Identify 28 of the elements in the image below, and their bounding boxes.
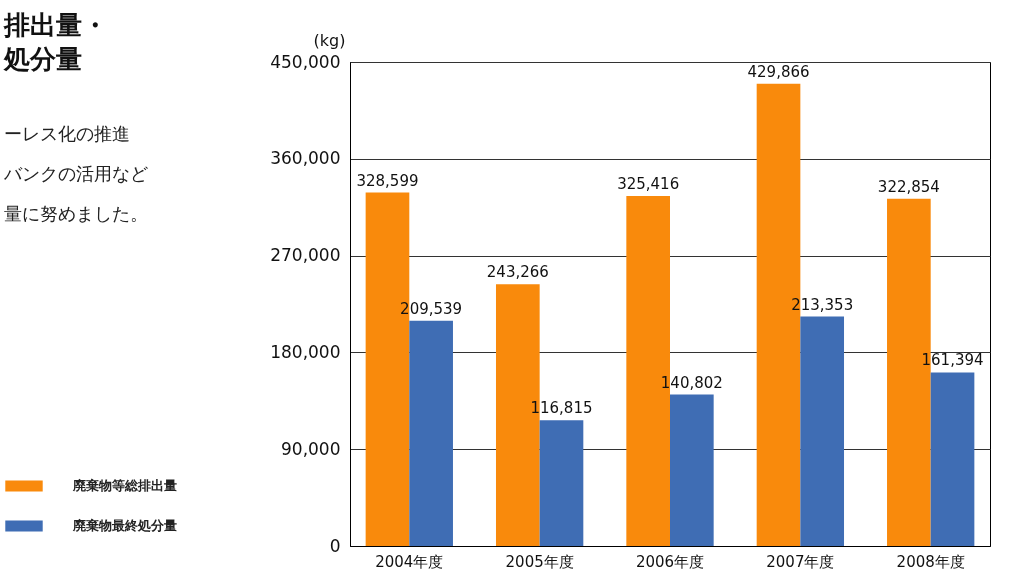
legend-label: 廃棄物等総排出量 xyxy=(72,478,177,493)
y-axis-title: (kg) xyxy=(313,30,346,50)
bar xyxy=(409,320,453,546)
data-label: 328,599 xyxy=(356,171,419,190)
y-tick-label: 450,000 xyxy=(270,51,341,72)
text: 排出量・処分量 xyxy=(4,9,109,76)
data-label: 322,854 xyxy=(877,177,940,196)
text: ーレス化の推進 xyxy=(4,122,131,146)
bar xyxy=(539,420,584,546)
x-tick-label: 2008年度 xyxy=(896,552,965,571)
data-label: 429,866 xyxy=(747,62,810,81)
bar xyxy=(670,394,714,546)
data-label: 243,266 xyxy=(486,263,549,282)
text: バンクの活用など xyxy=(4,162,148,186)
x-tick-label: 2005年度 xyxy=(505,552,574,571)
y-tick-label: 180,000 xyxy=(270,341,341,362)
y-tick-label: 270,000 xyxy=(270,245,341,266)
bar xyxy=(930,372,975,546)
legend-label: 廃棄物最終処分量 xyxy=(72,518,177,533)
x-tick-label: 2006年度 xyxy=(635,552,705,571)
x-tick-label: 2004年度 xyxy=(375,552,444,571)
x-tick-label: 2007年度 xyxy=(766,552,835,571)
bar xyxy=(800,316,845,546)
data-label: 325,416 xyxy=(617,175,680,193)
y-tick-label: 360,000 xyxy=(270,148,341,169)
text: 量に努めました。 xyxy=(4,202,148,226)
y-tick-label: 0 xyxy=(329,535,341,556)
y-tick-label: 90,000 xyxy=(281,438,341,459)
